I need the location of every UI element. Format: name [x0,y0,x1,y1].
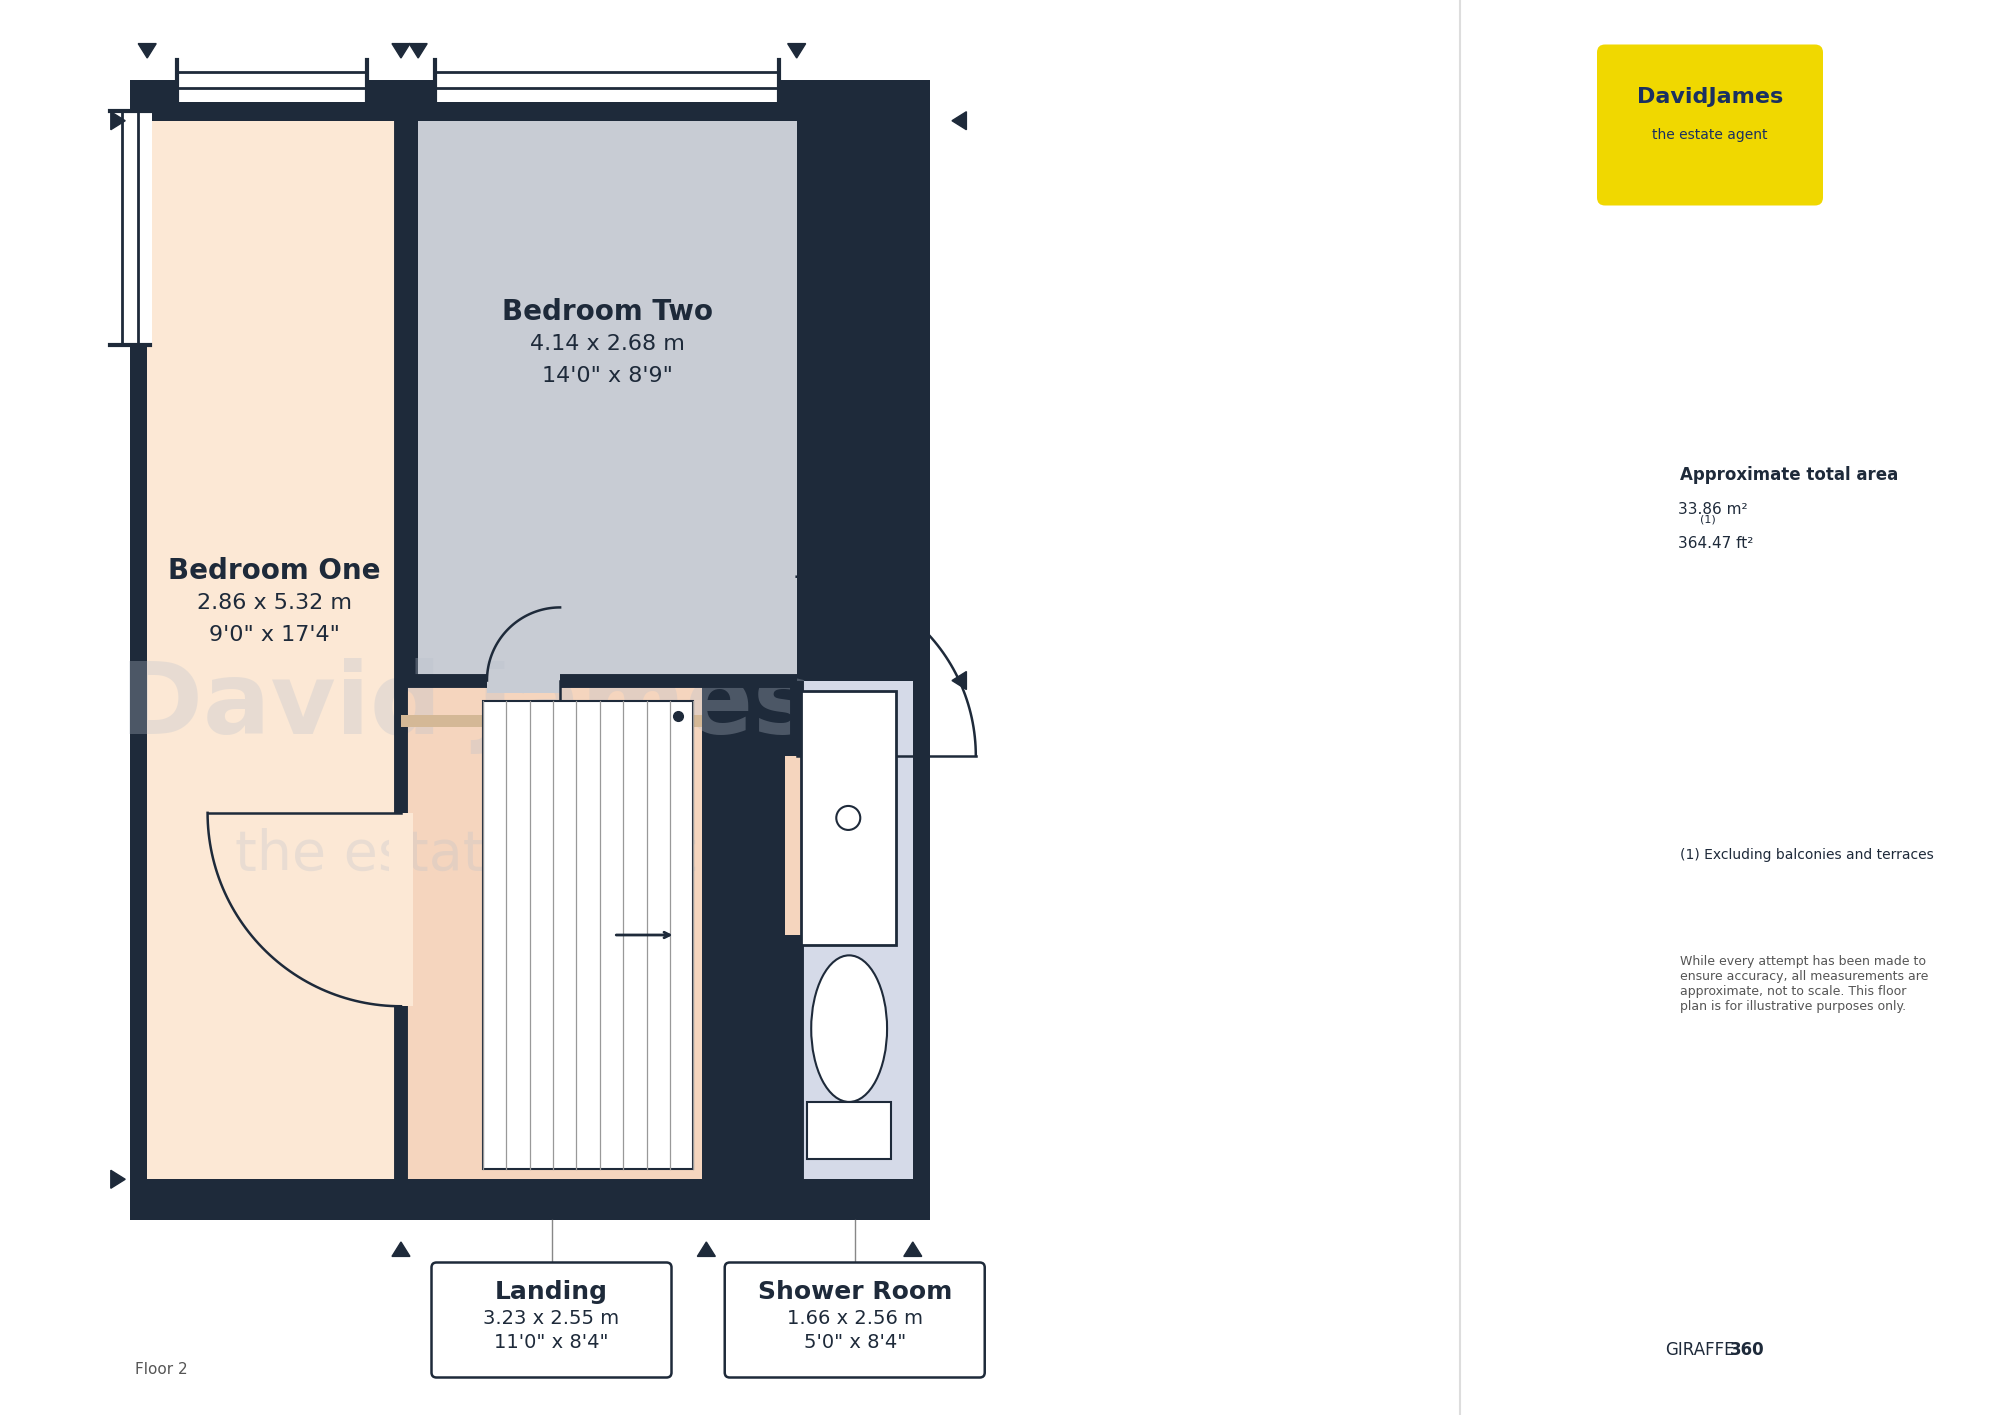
Text: David James: David James [120,658,812,756]
Text: While every attempt has been made to
ensure accuracy, all measurements are
appro: While every attempt has been made to ens… [1680,955,1928,1013]
Polygon shape [698,1242,716,1257]
Bar [796,681,912,1179]
Text: (1) Excluding balconies and terraces: (1) Excluding balconies and terraces [1680,848,1934,862]
Bar [400,681,702,1179]
Text: 5'0" x 8'4": 5'0" x 8'4" [804,1333,906,1351]
Text: Bedroom Two: Bedroom Two [502,297,712,325]
Text: 2.86 x 5.32 m: 2.86 x 5.32 m [196,593,352,613]
Ellipse shape [812,955,888,1102]
Polygon shape [110,1170,126,1189]
FancyBboxPatch shape [724,1262,984,1377]
Bar [178,58,366,102]
Text: 1.66 x 2.56 m: 1.66 x 2.56 m [786,1309,922,1327]
Polygon shape [410,44,428,58]
Bar [388,812,412,1006]
Text: 364.47 ft²: 364.47 ft² [1678,535,1754,550]
Text: GIRAFFE: GIRAFFE [1664,1341,1734,1358]
FancyBboxPatch shape [432,1262,672,1377]
Bar [148,120,400,1179]
Text: the estate agent: the estate agent [1652,127,1768,142]
Text: Bedroom One: Bedroom One [168,558,380,586]
Bar [806,1102,892,1159]
Text: DavidJames: DavidJames [1636,86,1784,108]
Bar [130,81,930,1220]
Text: 33.86 m²: 33.86 m² [1678,502,1748,518]
Bar [482,700,694,1169]
Text: Shower Room: Shower Room [758,1281,952,1305]
Polygon shape [138,44,156,58]
Polygon shape [952,672,966,689]
Bar [418,120,796,681]
Circle shape [836,807,860,831]
Text: 3.23 x 2.55 m: 3.23 x 2.55 m [484,1309,620,1327]
Text: (1): (1) [1700,515,1716,525]
Text: Floor 2: Floor 2 [136,1363,188,1377]
Polygon shape [788,44,806,58]
Bar [108,110,152,345]
Bar [436,58,780,102]
Text: 14'0" x 8'9": 14'0" x 8'9" [542,365,672,386]
FancyBboxPatch shape [1596,44,1824,205]
Text: 9'0" x 17'4": 9'0" x 17'4" [208,625,340,645]
Polygon shape [110,112,126,130]
Bar [800,691,896,945]
Text: 360: 360 [1730,1341,1764,1358]
Bar [400,715,702,727]
Bar [486,668,560,692]
Text: 11'0" x 8'4": 11'0" x 8'4" [494,1333,608,1351]
Text: 4.14 x 2.68 m: 4.14 x 2.68 m [530,334,684,354]
Polygon shape [952,112,966,130]
Text: Approximate total area: Approximate total area [1680,466,1898,484]
Polygon shape [392,1242,410,1257]
Polygon shape [904,1242,922,1257]
Text: Landing: Landing [496,1281,608,1305]
Bar [784,756,808,935]
Text: the estate agent: the estate agent [236,828,696,882]
Polygon shape [392,44,410,58]
